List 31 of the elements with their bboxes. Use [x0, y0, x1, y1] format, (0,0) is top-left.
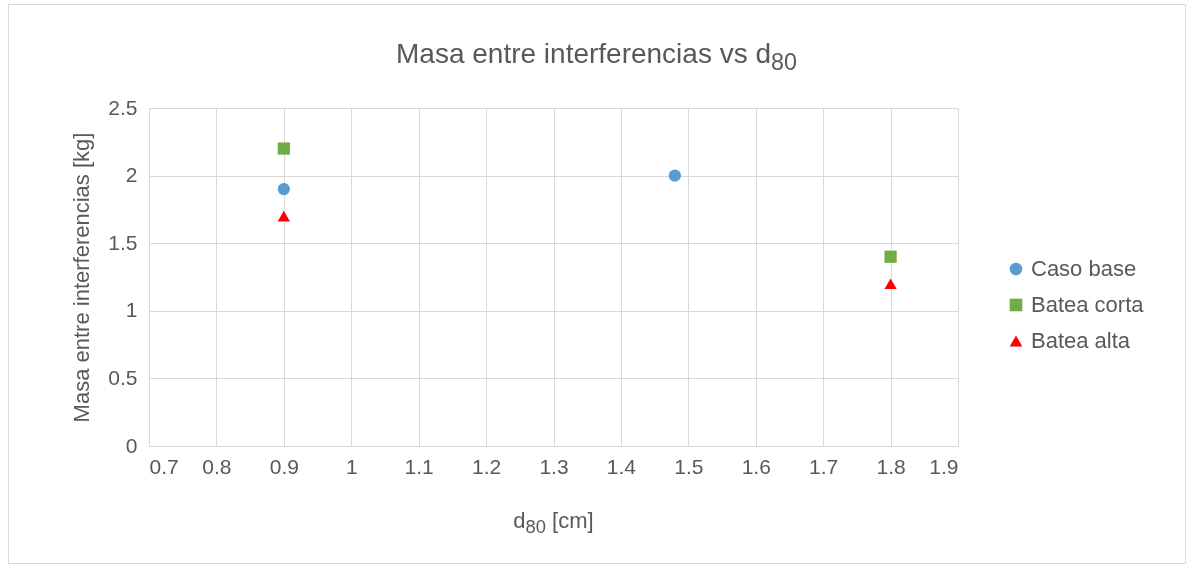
point — [668, 169, 681, 182]
y-tick-label: 1.5 — [108, 230, 138, 254]
point — [884, 250, 897, 263]
y-tick-label: 1 — [125, 298, 138, 322]
y-tick-label: 0.5 — [108, 365, 138, 389]
legend-label: Batea corta — [1031, 292, 1145, 317]
x-tick-label: 1.9 — [929, 454, 959, 478]
x-tick-label: 1.1 — [404, 454, 434, 478]
legend-label: Caso base — [1031, 256, 1137, 281]
point — [884, 278, 897, 290]
x-tick-label: 0.7 — [149, 454, 179, 478]
x-tick-label: 1.4 — [606, 454, 637, 478]
x-tick-label: 1.6 — [741, 454, 771, 478]
x-axis-title: d$_{80}$ [cm] — [512, 508, 595, 539]
x-tick-label: 1.7 — [809, 454, 839, 478]
x-tick-label: 1.2 — [471, 454, 502, 478]
point — [277, 183, 290, 196]
legend-label: Batea alta — [1031, 328, 1131, 353]
x-tick-label: 1.8 — [876, 454, 906, 478]
point — [277, 142, 290, 155]
x-tick-label: 0.8 — [202, 454, 232, 478]
y-tick-label: 0 — [125, 433, 138, 457]
y-axis-title: Masa entre interferencias [kg] — [69, 132, 95, 423]
x-tick-label: 1 — [345, 454, 358, 478]
chart-title: Masa entre interferencias vs d$_{80}$ — [395, 38, 798, 76]
point — [277, 210, 290, 222]
x-tick-label: 0.9 — [269, 454, 299, 478]
x-tick-label: 1.5 — [674, 454, 704, 478]
y-tick-label: 2.5 — [108, 95, 138, 119]
y-tick-label: 2 — [125, 163, 138, 187]
x-tick-label: 1.3 — [539, 454, 569, 478]
